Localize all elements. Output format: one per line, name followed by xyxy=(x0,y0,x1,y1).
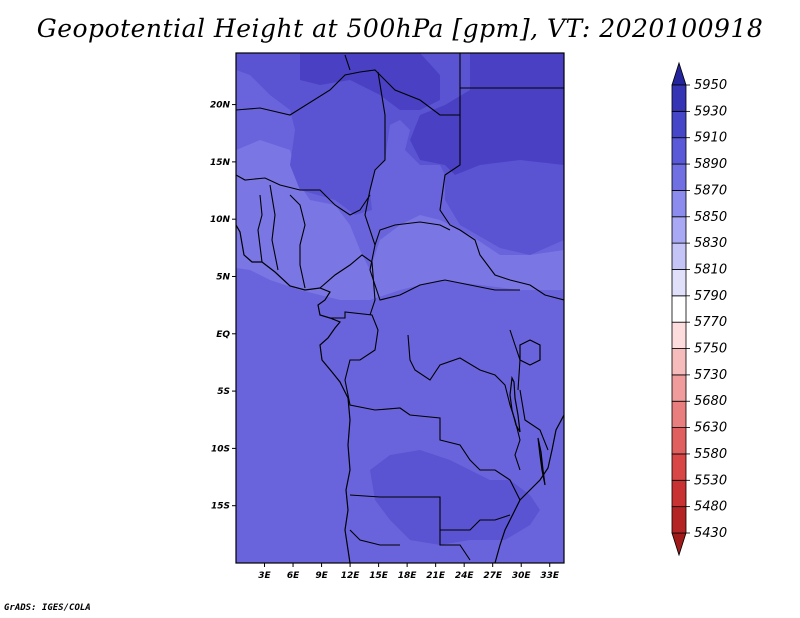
colorbar-swatch xyxy=(671,163,687,191)
colorbar-swatch xyxy=(671,348,687,376)
colorbar-label: 5810 xyxy=(694,262,727,277)
lon-tick-label: 24E xyxy=(455,571,475,581)
border-south xyxy=(349,494,511,561)
lon-tick-label: 15E xyxy=(369,571,389,581)
colorbar-label: 5680 xyxy=(694,394,727,409)
lon-tick-label: 3E xyxy=(258,571,271,581)
lat-tick-label: 5S xyxy=(217,387,230,397)
colorbar-swatch xyxy=(671,84,687,112)
lon-tick-label: 30E xyxy=(512,571,532,581)
colorbar-label: 5770 xyxy=(694,315,727,330)
longitude-axis: 3E 6E 9E 12E 15E 18E 21E 24E 27E 30E 33E xyxy=(258,563,560,581)
lon-tick-label: 6E xyxy=(287,571,300,581)
field-mid-contour-south xyxy=(370,450,540,545)
colorbar-label: 5790 xyxy=(694,289,727,304)
colorbar-label: 5580 xyxy=(694,447,727,462)
colorbar-label: 5730 xyxy=(694,368,727,383)
lat-tick-label: 5N xyxy=(216,272,230,282)
colorbar-label: 5480 xyxy=(694,500,727,515)
border-north-2 xyxy=(344,54,386,191)
lake-malawi xyxy=(537,437,546,486)
lat-tick-label: EQ xyxy=(216,330,230,340)
field-light-contour-west xyxy=(236,140,564,300)
colorbar-label: 5530 xyxy=(694,473,727,488)
colorbar-swatch xyxy=(671,216,687,244)
colorbar-swatch xyxy=(671,453,687,481)
colorbar-swatch xyxy=(671,269,687,297)
map-frame xyxy=(235,52,565,564)
border-west-small xyxy=(257,184,306,289)
political-boundaries xyxy=(236,53,564,563)
lat-tick-label: 15N xyxy=(210,158,231,168)
colorbar: 5430 5480 5530 5580 5630 5680 5730 5750 5770 5790… xyxy=(671,61,727,557)
grads-credit: GrADS: IGES/COLA xyxy=(4,603,91,613)
colorbar-swatch xyxy=(671,506,687,534)
lon-tick-label: 21E xyxy=(426,571,446,581)
colorbar-label: 5870 xyxy=(694,183,727,198)
colorbar-swatch xyxy=(671,427,687,455)
colorbar-label: 5910 xyxy=(694,131,727,146)
east-africa-coastline xyxy=(494,414,564,563)
colorbar-label: 5890 xyxy=(694,157,727,172)
lat-tick-label: 15S xyxy=(211,502,230,512)
colorbar-label: 5750 xyxy=(694,342,727,357)
colorbar-swatch xyxy=(671,479,687,508)
colorbar-swatch xyxy=(671,242,687,270)
colorbar-swatch xyxy=(671,400,687,428)
border-north-1 xyxy=(236,69,460,116)
colorbar-swatch xyxy=(671,190,687,218)
height-field xyxy=(236,53,564,563)
plot-title: Geopotential Height at 500hPa [gpm], VT:… xyxy=(36,14,764,43)
colorbar-label: 5830 xyxy=(694,236,727,251)
lon-tick-label: 12E xyxy=(341,571,361,581)
lon-tick-label: 9E xyxy=(315,571,328,581)
border-sahel xyxy=(236,174,371,216)
border-egypt-sudan xyxy=(439,53,564,301)
colorbar-swatch xyxy=(671,321,687,349)
field-high-contour-north xyxy=(300,53,440,110)
border-central xyxy=(330,311,521,501)
lon-tick-label: 33E xyxy=(540,571,560,581)
lat-tick-label: 20N xyxy=(210,101,231,111)
border-cameroon xyxy=(319,254,376,316)
lat-tick-label: 10S xyxy=(211,444,230,454)
border-drc xyxy=(407,334,521,471)
west-africa-coastline xyxy=(236,224,351,563)
colorbar-swatch xyxy=(671,137,687,165)
colorbar-label: 5850 xyxy=(694,210,727,225)
colorbar-swatch xyxy=(671,295,687,323)
colorbar-label: 5930 xyxy=(694,104,727,119)
lon-tick-label: 18E xyxy=(398,571,418,581)
colorbar-label: 5630 xyxy=(694,421,727,436)
lake-tanganyika xyxy=(509,375,521,433)
colorbar-swatch xyxy=(671,374,687,402)
colorbar-label: 5430 xyxy=(694,526,727,541)
latitude-axis: 20N 15N 10N 5N EQ 5S 10S 15S xyxy=(210,101,236,512)
field-high-contour-northeast xyxy=(410,53,564,175)
border-lakes xyxy=(509,329,549,451)
colorbar-min-triangle xyxy=(671,532,687,557)
colorbar-swatch xyxy=(671,110,687,139)
lon-tick-label: 27E xyxy=(483,571,503,581)
colorbar-max-triangle xyxy=(671,61,687,86)
colorbar-label: 5950 xyxy=(694,78,727,93)
lat-tick-label: 10N xyxy=(210,215,231,225)
lake-victoria xyxy=(519,339,541,366)
